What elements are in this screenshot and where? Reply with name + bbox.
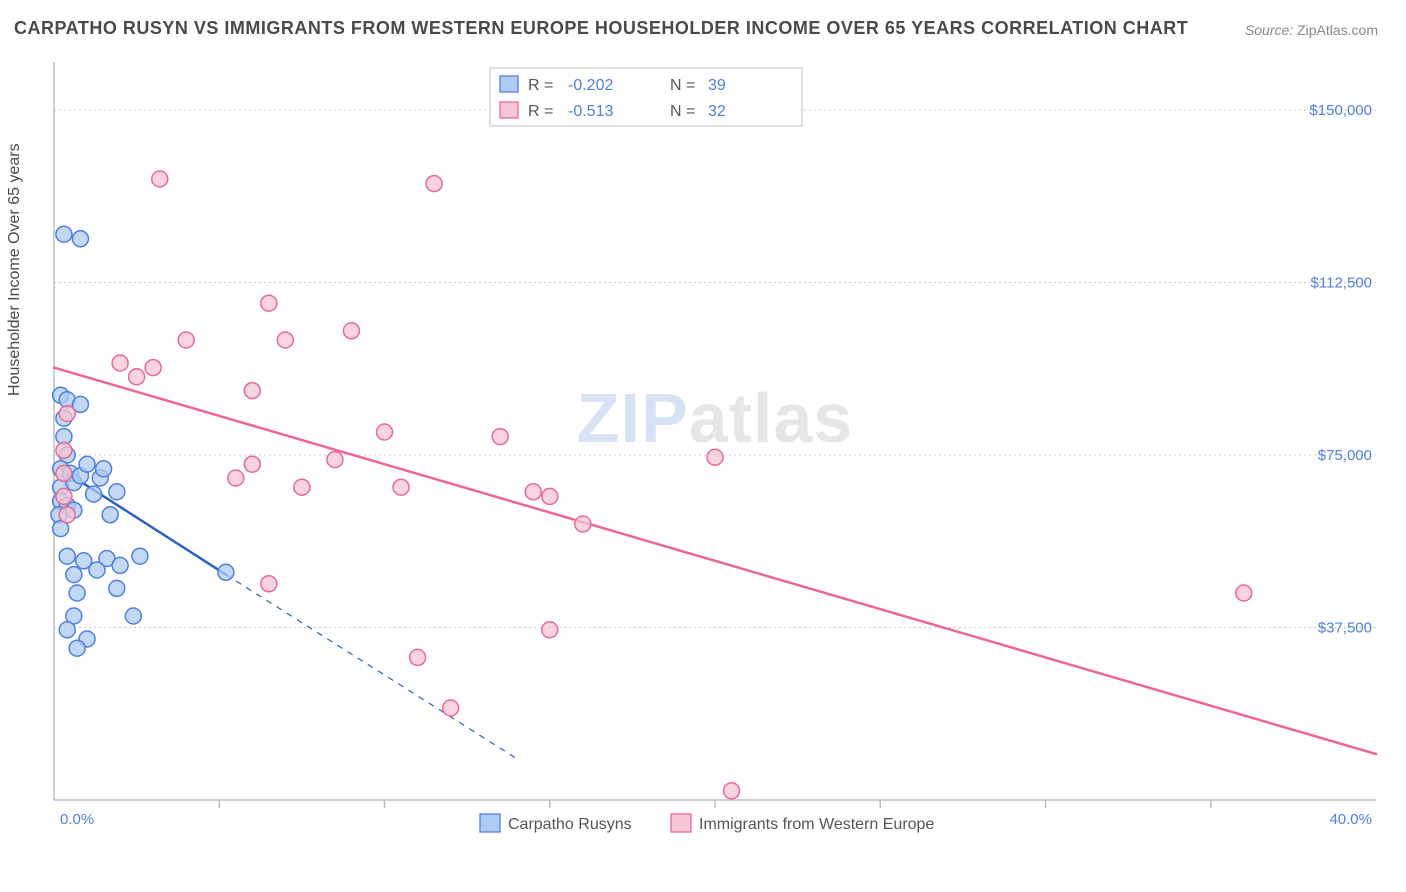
trend-line-extension [226, 575, 517, 759]
data-point [89, 562, 105, 578]
data-point [59, 548, 75, 564]
data-point [261, 295, 277, 311]
y-tick-label: $75,000 [1318, 447, 1372, 464]
data-point [218, 564, 234, 580]
data-point [109, 580, 125, 596]
data-point [66, 567, 82, 583]
data-point [79, 456, 95, 472]
data-point [707, 449, 723, 465]
chart-title: CARPATHO RUSYN VS IMMIGRANTS FROM WESTER… [14, 18, 1188, 39]
legend-swatch [500, 102, 518, 118]
data-point [59, 406, 75, 422]
data-point [228, 470, 244, 486]
legend-n-value: 32 [708, 103, 726, 120]
data-point [59, 507, 75, 523]
legend-r-value: -0.202 [568, 77, 613, 94]
data-point [410, 649, 426, 665]
y-tick-label: $150,000 [1309, 102, 1372, 119]
data-point [56, 488, 72, 504]
data-point [178, 332, 194, 348]
data-point [575, 516, 591, 532]
watermark: ZIPatlas [577, 379, 853, 457]
data-point [525, 484, 541, 500]
legend-series-label: Carpatho Rusyns [508, 816, 632, 833]
data-point [152, 171, 168, 187]
data-point [343, 323, 359, 339]
x-max-label: 40.0% [1329, 811, 1372, 828]
series-legend: Carpatho Rusyns Immigrants from Western E… [480, 814, 934, 833]
data-point [56, 465, 72, 481]
chart-area: ZIPatlas$37,500$75,000$112,500$150,0000.… [50, 60, 1380, 820]
data-point [56, 442, 72, 458]
data-point [393, 479, 409, 495]
data-point [69, 585, 85, 601]
data-point [277, 332, 293, 348]
x-min-label: 0.0% [60, 811, 94, 828]
data-point [112, 557, 128, 573]
y-tick-label: $37,500 [1318, 620, 1372, 637]
data-point [109, 484, 125, 500]
data-point [96, 461, 112, 477]
scatter-plot-svg: ZIPatlas $37,500 $75,000 $112,500 $150,000 0.… [50, 60, 1380, 855]
source-label: Source: [1245, 22, 1293, 38]
data-point [112, 355, 128, 371]
legend-swatch [500, 76, 518, 92]
data-point [294, 479, 310, 495]
legend-r-label: R = [528, 77, 553, 94]
legend-series-label: Immigrants from Western Europe [699, 816, 934, 833]
source-value: ZipAtlas.com [1297, 22, 1378, 38]
data-point [145, 360, 161, 376]
data-point [72, 231, 88, 247]
data-point [542, 622, 558, 638]
data-point [132, 548, 148, 564]
data-point [261, 576, 277, 592]
data-point [102, 507, 118, 523]
data-point [244, 383, 260, 399]
data-point [129, 369, 145, 385]
data-point [59, 622, 75, 638]
legend-swatch [671, 814, 691, 832]
data-point [1236, 585, 1252, 601]
data-point [443, 700, 459, 716]
data-point [724, 783, 740, 799]
data-point [56, 226, 72, 242]
data-point [86, 486, 102, 502]
legend-r-label: R = [528, 103, 553, 120]
legend-n-value: 39 [708, 77, 726, 94]
y-axis-label: Householder Income Over 65 years [6, 143, 24, 396]
data-point [125, 608, 141, 624]
data-point [327, 452, 343, 468]
y-tick-label: $112,500 [1311, 275, 1372, 292]
legend-swatch [480, 814, 500, 832]
legend-n-label: N = [670, 77, 695, 94]
data-point [244, 456, 260, 472]
data-point [492, 429, 508, 445]
data-point [542, 488, 558, 504]
data-point [377, 424, 393, 440]
legend-r-value: -0.513 [568, 103, 613, 120]
data-point [69, 640, 85, 656]
data-point [426, 176, 442, 192]
source-attribution: Source: ZipAtlas.com [1245, 22, 1378, 38]
legend-n-label: N = [670, 103, 695, 120]
